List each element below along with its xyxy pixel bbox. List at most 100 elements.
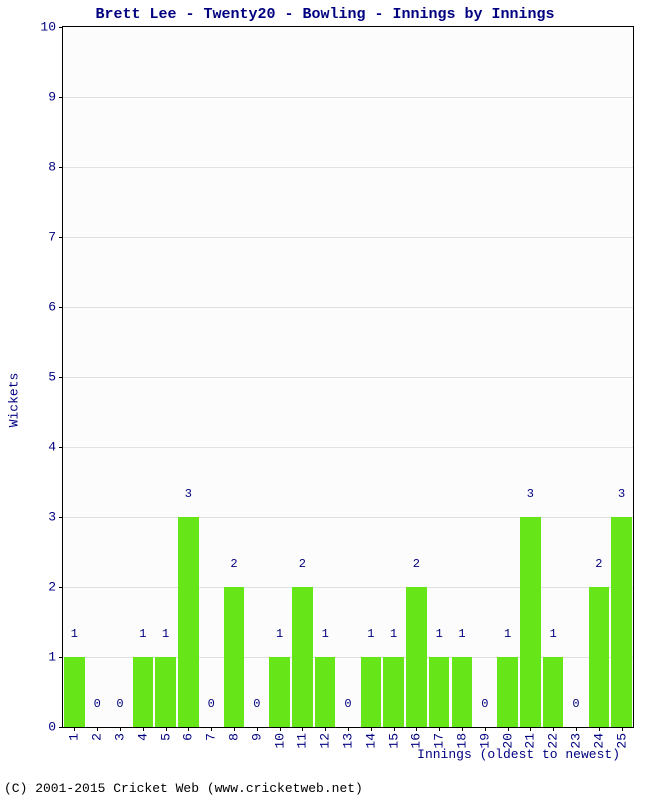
bar-value-label: 3 <box>618 487 625 501</box>
bar-value-label: 2 <box>413 557 420 571</box>
bar-value-label: 1 <box>71 627 78 641</box>
x-tick-label: 14 <box>363 733 378 749</box>
x-tick <box>348 727 349 731</box>
gridline-h <box>63 447 633 448</box>
y-tick-label: 5 <box>48 370 56 385</box>
x-tick <box>211 727 212 731</box>
bar-value-label: 1 <box>162 627 169 641</box>
x-tick <box>166 727 167 731</box>
y-tick-label: 8 <box>48 160 56 175</box>
x-tick <box>530 727 531 731</box>
y-tick-label: 9 <box>48 90 56 105</box>
y-tick <box>59 517 63 518</box>
y-tick <box>59 237 63 238</box>
y-tick <box>59 657 63 658</box>
bar-value-label: 1 <box>458 627 465 641</box>
x-tick <box>439 727 440 731</box>
bar <box>543 657 564 727</box>
x-tick <box>599 727 600 731</box>
bar <box>133 657 154 727</box>
y-tick <box>59 377 63 378</box>
x-tick <box>508 727 509 731</box>
y-tick-label: 2 <box>48 580 56 595</box>
bar <box>178 517 199 727</box>
y-tick-label: 1 <box>48 650 56 665</box>
y-tick <box>59 97 63 98</box>
x-tick <box>280 727 281 731</box>
x-tick <box>416 727 417 731</box>
bar <box>292 587 313 727</box>
x-tick <box>302 727 303 731</box>
x-tick-label: 9 <box>249 733 264 741</box>
y-tick-label: 3 <box>48 510 56 525</box>
x-tick <box>143 727 144 731</box>
x-tick-label: 5 <box>158 733 173 741</box>
y-axis-title: Wickets <box>7 373 22 428</box>
bar <box>520 517 541 727</box>
bar-value-label: 0 <box>253 697 260 711</box>
bar <box>611 517 632 727</box>
x-tick-label: 3 <box>113 733 128 741</box>
bar-value-label: 2 <box>595 557 602 571</box>
x-tick <box>394 727 395 731</box>
bar <box>589 587 610 727</box>
x-tick <box>485 727 486 731</box>
x-tick-label: 1 <box>67 733 82 741</box>
bar-value-label: 0 <box>344 697 351 711</box>
bar-value-label: 0 <box>572 697 579 711</box>
x-tick-label: 12 <box>318 733 333 749</box>
x-tick-label: 7 <box>204 733 219 741</box>
x-tick-label: 2 <box>90 733 105 741</box>
bar <box>497 657 518 727</box>
y-tick-label: 10 <box>40 20 56 35</box>
gridline-h <box>63 237 633 238</box>
bar-value-label: 1 <box>139 627 146 641</box>
bar <box>224 587 245 727</box>
y-tick <box>59 27 63 28</box>
gridline-h <box>63 307 633 308</box>
bar-value-label: 1 <box>390 627 397 641</box>
bar-value-label: 1 <box>367 627 374 641</box>
chart-title: Brett Lee - Twenty20 - Bowling - Innings… <box>0 6 650 23</box>
bar <box>155 657 176 727</box>
gridline-h <box>63 517 633 518</box>
plot-area: 0123456789101102031415360728091102111120… <box>62 26 634 728</box>
bar-value-label: 0 <box>116 697 123 711</box>
bar-value-label: 0 <box>208 697 215 711</box>
x-tick <box>325 727 326 731</box>
bar-value-label: 3 <box>527 487 534 501</box>
x-tick <box>371 727 372 731</box>
x-axis-title: Innings (oldest to newest) <box>417 747 620 762</box>
x-tick <box>188 727 189 731</box>
x-tick-label: 4 <box>135 733 150 741</box>
bar-value-label: 1 <box>550 627 557 641</box>
y-tick-label: 4 <box>48 440 56 455</box>
bar <box>361 657 382 727</box>
x-tick-label: 6 <box>181 733 196 741</box>
gridline-h <box>63 97 633 98</box>
bar-value-label: 1 <box>322 627 329 641</box>
bar-value-label: 3 <box>185 487 192 501</box>
y-tick <box>59 727 63 728</box>
x-tick-label: 10 <box>272 733 287 749</box>
x-tick-label: 8 <box>227 733 242 741</box>
y-tick-label: 6 <box>48 300 56 315</box>
x-tick-label: 13 <box>341 733 356 749</box>
chart-container: Brett Lee - Twenty20 - Bowling - Innings… <box>0 0 650 800</box>
y-tick <box>59 307 63 308</box>
x-tick <box>462 727 463 731</box>
x-tick-label: 15 <box>386 733 401 749</box>
gridline-h <box>63 167 633 168</box>
bar-value-label: 1 <box>504 627 511 641</box>
bar <box>383 657 404 727</box>
bar-value-label: 2 <box>230 557 237 571</box>
y-tick <box>59 167 63 168</box>
y-tick-label: 0 <box>48 720 56 735</box>
copyright-text: (C) 2001-2015 Cricket Web (www.cricketwe… <box>4 781 363 796</box>
bar-value-label: 1 <box>276 627 283 641</box>
x-tick <box>234 727 235 731</box>
x-tick <box>74 727 75 731</box>
y-tick-label: 7 <box>48 230 56 245</box>
x-tick <box>120 727 121 731</box>
x-tick-label: 11 <box>295 733 310 749</box>
